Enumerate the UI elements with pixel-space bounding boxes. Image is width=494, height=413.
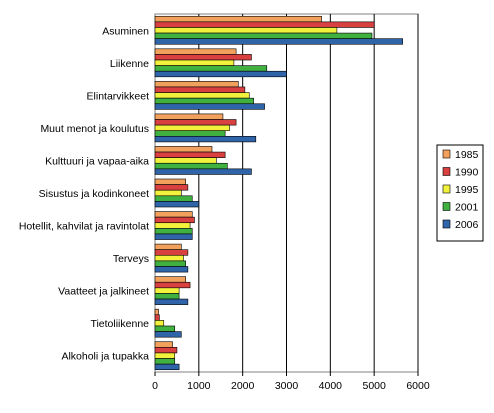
x-tick-label: 1000 <box>187 380 211 392</box>
bar-2006 <box>154 298 189 305</box>
bar-1995 <box>154 92 250 99</box>
category-label: Hotellit, kahvilat ja ravintolat <box>19 221 149 233</box>
bar-1985 <box>154 243 182 250</box>
bar-2006 <box>154 363 180 371</box>
bar-1985 <box>154 341 173 348</box>
bar-1995 <box>154 27 338 34</box>
bar-1990 <box>154 21 375 28</box>
category-label: Asuminen <box>102 25 149 37</box>
legend-label: 2006 <box>455 219 479 231</box>
bar-1990 <box>154 216 195 224</box>
category-labels: Asuminen Liikenne Elintarvikkeet Muut menot… <box>19 25 149 362</box>
legend-swatch <box>442 149 451 159</box>
bar-1995 <box>154 157 217 164</box>
bar-2001 <box>154 162 228 170</box>
bar-2001 <box>154 260 186 267</box>
bar-2001 <box>154 195 193 202</box>
bar-2006 <box>154 168 252 175</box>
bar-2006 <box>154 38 403 45</box>
category-label: Muut menot ja koulutus <box>40 123 149 135</box>
category-label: Sisustus ja kodinkoneet <box>39 188 149 200</box>
bar-2001 <box>154 358 176 365</box>
bar-2006 <box>154 103 265 110</box>
bar-1995 <box>154 124 230 132</box>
x-axis-ticks: 0 1000 2000 3000 4000 5000 6000 <box>152 372 430 392</box>
category-label: Tietoliikenne <box>90 318 149 330</box>
bar-2001 <box>154 325 176 332</box>
legend-label: 1985 <box>455 149 479 161</box>
bar-1995 <box>154 59 235 66</box>
bar-1990 <box>154 249 189 256</box>
category-label: Vaatteet ja jalkineet <box>58 286 149 298</box>
bar-1990 <box>154 54 252 61</box>
x-tick-label: 2000 <box>231 380 255 392</box>
bar-1995 <box>154 320 165 327</box>
bar-1985 <box>154 178 186 185</box>
bar-2001 <box>154 228 193 235</box>
bar-1995 <box>154 254 184 262</box>
bar-1985 <box>154 308 159 316</box>
bar-2006 <box>154 233 193 240</box>
bar-1985 <box>154 211 193 218</box>
legend-swatch <box>442 219 451 229</box>
x-tick-label: 5000 <box>362 380 386 392</box>
bar-2001 <box>154 65 268 72</box>
legend: 1985 1990 1995 2001 2006 <box>436 144 484 242</box>
bar-1995 <box>154 189 182 197</box>
legend-label: 1990 <box>455 167 479 179</box>
bar-2006 <box>154 136 257 143</box>
bar-1985 <box>154 276 186 283</box>
bar-1990 <box>154 281 191 289</box>
bar-1990 <box>154 347 178 354</box>
bar-1990 <box>154 184 189 191</box>
category-label: Alkoholi ja tupakka <box>61 351 149 363</box>
bar-1990 <box>154 314 160 321</box>
bars <box>154 15 403 371</box>
bar-1985 <box>154 81 239 88</box>
bar-2006 <box>154 331 182 338</box>
bar-1985 <box>154 15 322 23</box>
bar-2006 <box>154 70 287 78</box>
legend-swatch <box>442 202 451 211</box>
x-tick-label: 3000 <box>275 380 299 392</box>
bar-2006 <box>154 266 189 273</box>
bar-1990 <box>154 119 237 126</box>
x-tick-label: 0 <box>152 380 158 392</box>
bar-2001 <box>154 130 226 137</box>
bar-2001 <box>154 97 254 105</box>
bar-1985 <box>154 146 213 153</box>
bar-2001 <box>154 32 373 39</box>
category-label: Elintarvikkeet <box>87 90 150 102</box>
bar-1985 <box>154 113 224 120</box>
legend-swatch <box>442 184 451 194</box>
bar-1990 <box>154 151 226 158</box>
bar-2006 <box>154 201 200 208</box>
legend-label: 2001 <box>455 202 479 214</box>
x-tick-label: 4000 <box>319 380 343 392</box>
bar-1985 <box>154 48 237 55</box>
legend-label: 1995 <box>455 184 479 196</box>
category-label: Liikenne <box>110 58 149 70</box>
bar-1990 <box>154 86 246 93</box>
legend-swatch <box>442 167 451 176</box>
bar-1995 <box>154 352 176 359</box>
bar-1995 <box>154 287 180 294</box>
bar-2001 <box>154 293 180 300</box>
bar-1995 <box>154 222 191 229</box>
category-label: Terveys <box>113 253 149 265</box>
x-tick-label: 6000 <box>406 380 430 392</box>
category-label: Kulttuuri ja vapaa-aika <box>45 155 149 167</box>
